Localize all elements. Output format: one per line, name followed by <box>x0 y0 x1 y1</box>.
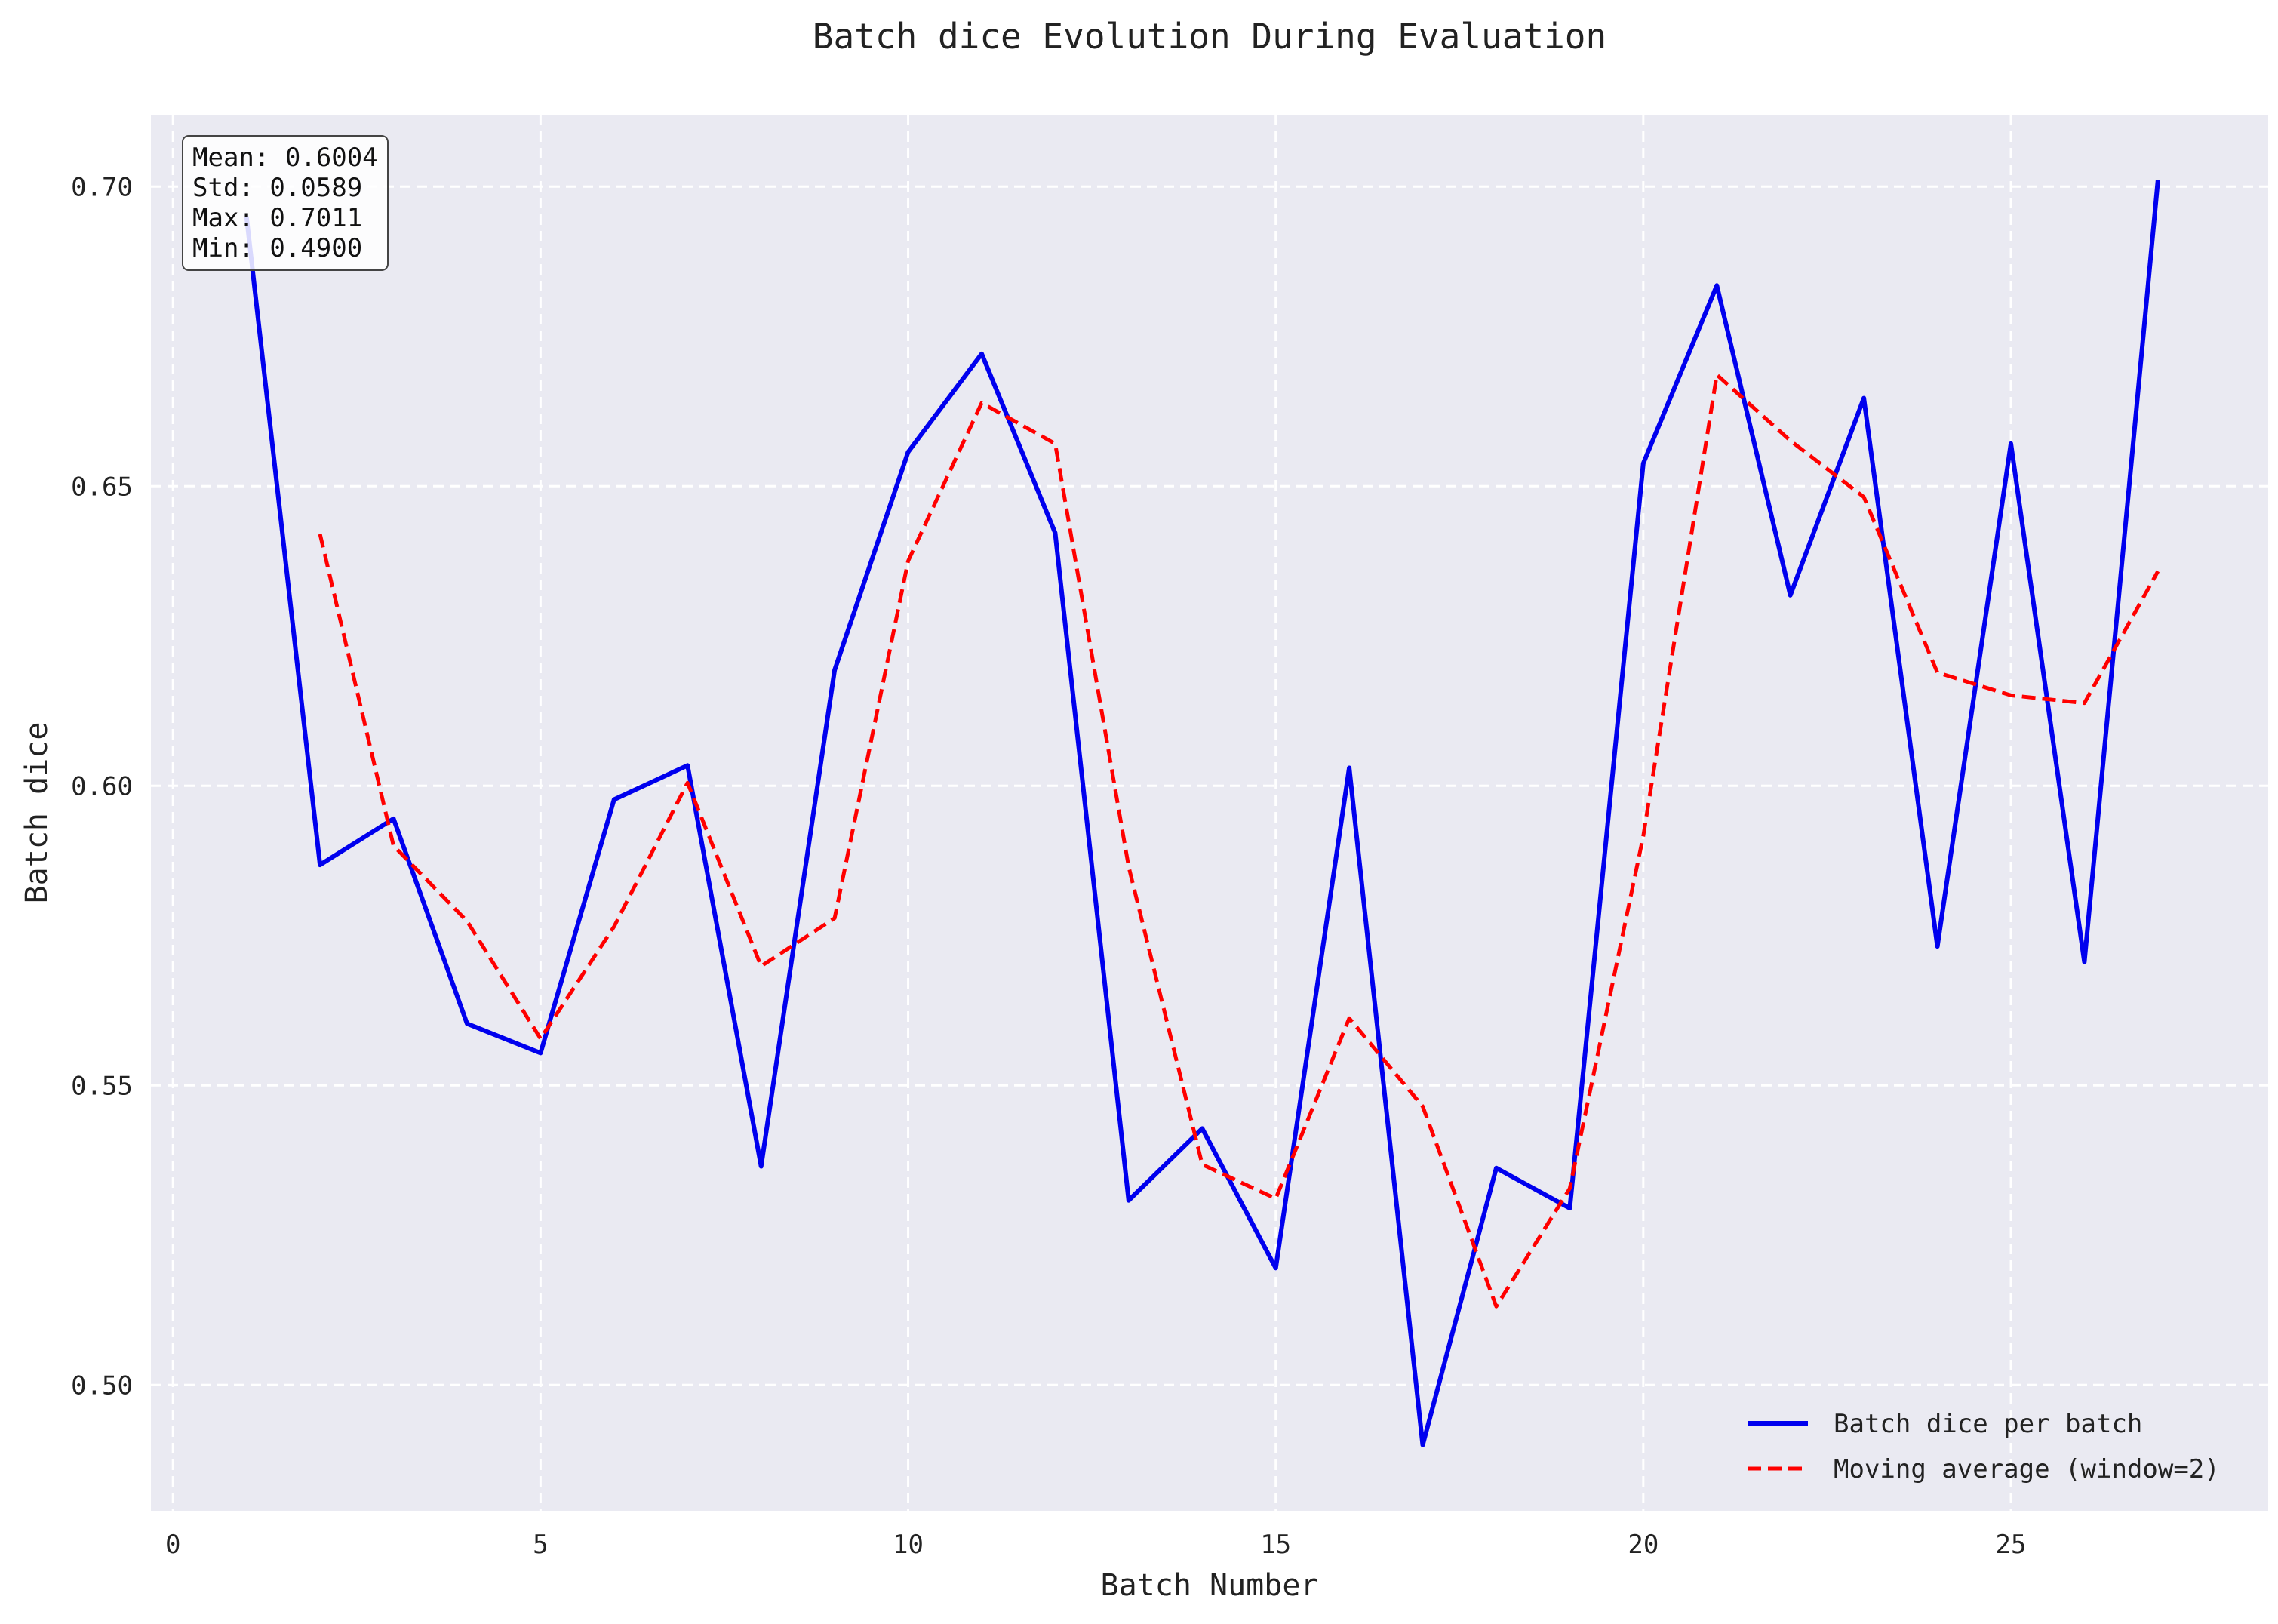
x-tick-label: 20 <box>1628 1530 1659 1560</box>
grid <box>151 115 2268 1511</box>
legend: Batch dice per batch Moving average (win… <box>1748 1409 2220 1484</box>
legend-label-batch-dice: Batch dice per batch <box>1834 1409 2142 1439</box>
y-tick-label: 0.55 <box>71 1071 133 1101</box>
legend-label-moving-average: Moving average (window=2) <box>1834 1454 2220 1484</box>
plot-area <box>151 115 2268 1511</box>
y-axis-ticks: 0.50 0.55 0.60 0.65 0.70 <box>71 172 133 1401</box>
x-tick-label: 0 <box>165 1530 180 1560</box>
x-tick-label: 25 <box>1996 1530 2027 1560</box>
chart-title: Batch dice Evolution During Evaluation <box>813 16 1606 57</box>
y-tick-label: 0.70 <box>71 172 133 202</box>
stats-box-frame <box>182 135 389 271</box>
x-tick-label: 5 <box>533 1530 548 1560</box>
series-line-moving-average <box>318 373 2160 1309</box>
x-axis-label: Batch Number <box>1101 1568 1319 1603</box>
stats-std: Std: 0.0589 <box>192 173 362 203</box>
stats-mean: Mean: 0.6004 <box>192 143 378 173</box>
y-tick-label: 0.65 <box>71 472 133 502</box>
y-axis-label: Batch dice <box>20 722 54 904</box>
series-layer <box>244 180 2160 1447</box>
x-axis-ticks: 0 5 10 15 20 25 <box>165 1530 2026 1560</box>
x-tick-label: 10 <box>893 1530 924 1560</box>
stats-min: Min: 0.4900 <box>192 233 362 263</box>
x-tick-label: 15 <box>1260 1530 1291 1560</box>
stats-max: Max: 0.7011 <box>192 203 362 233</box>
y-tick-label: 0.50 <box>71 1370 133 1401</box>
y-tick-label: 0.60 <box>71 771 133 801</box>
series-line-batch-dice <box>244 180 2160 1447</box>
stats-box: Mean: 0.6004 Std: 0.0589 Max: 0.7011 Min… <box>182 135 389 271</box>
